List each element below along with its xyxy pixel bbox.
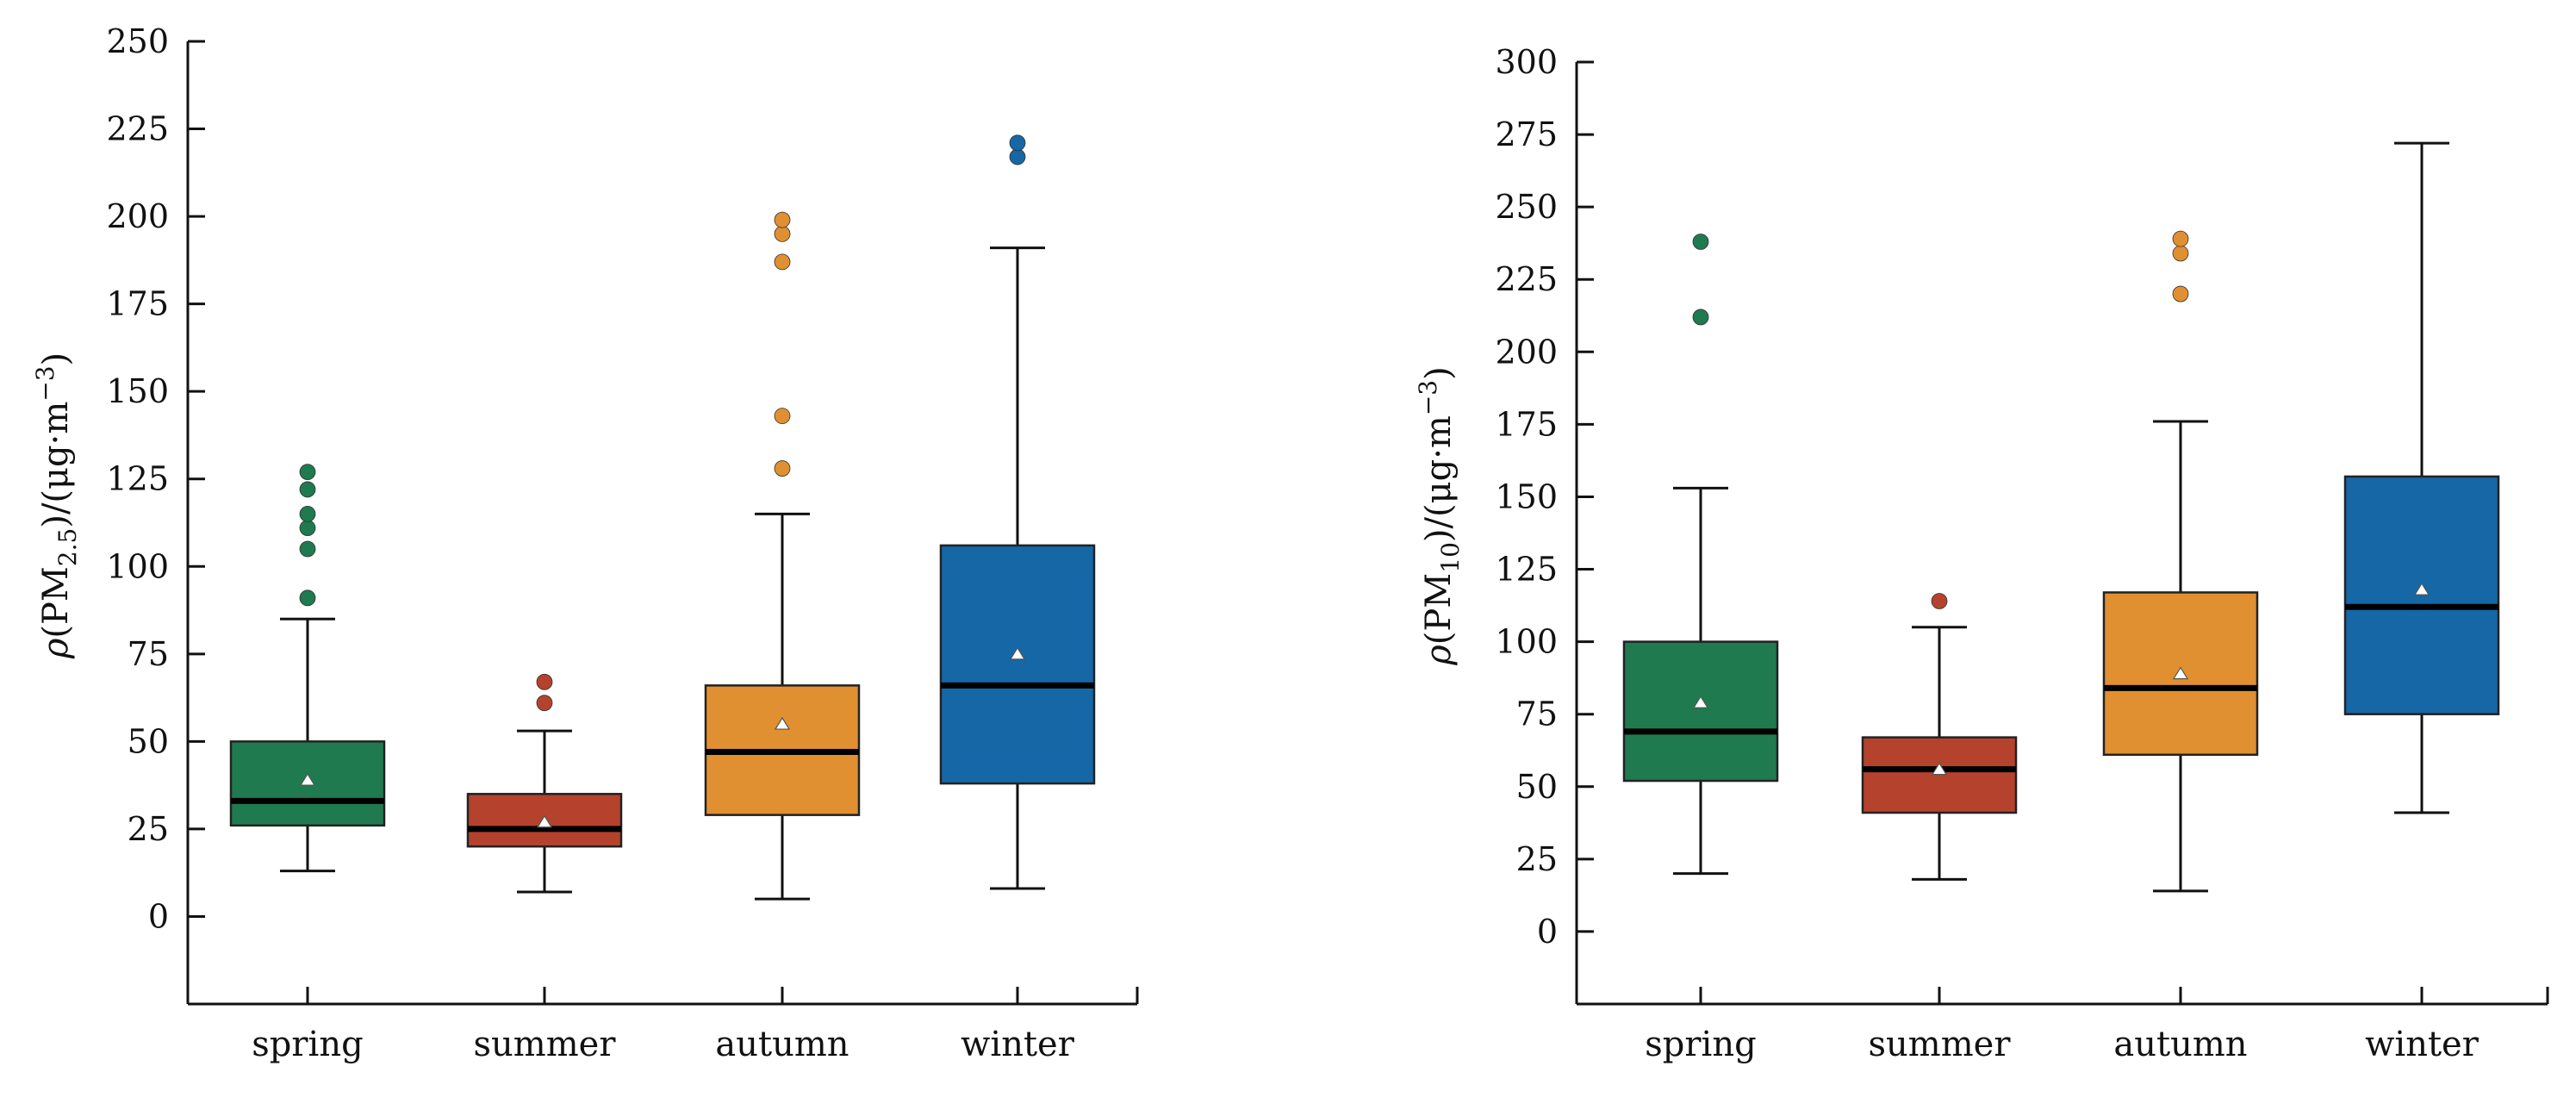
- y-axis-label-part: ): [36, 352, 76, 366]
- outlier-point-winter: [1009, 134, 1026, 152]
- y-axis-label-part: ρ: [36, 638, 76, 659]
- y-axis-label-part: ): [1419, 366, 1459, 380]
- outlier-point-winter: [1009, 148, 1026, 165]
- y-tick-label: 250: [1495, 188, 1558, 226]
- y-tick-label: 25: [128, 810, 169, 848]
- y-tick-label: 0: [1537, 913, 1558, 951]
- y-tick-label: 275: [1495, 115, 1558, 153]
- y-tick-label: 175: [1495, 405, 1558, 443]
- outlier-point-spring: [299, 505, 316, 522]
- outlier-point-autumn: [2172, 285, 2189, 302]
- mean-marker-spring: [1692, 695, 1709, 708]
- y-axis-label-part: −3: [31, 365, 59, 401]
- mean-marker-autumn: [774, 716, 791, 730]
- y-tick-label: 75: [1516, 695, 1558, 733]
- x-tick-label-summer: summer: [474, 1025, 617, 1064]
- y-axis-label-part: )/(μg·m: [1419, 415, 1459, 542]
- y-axis-label-part: )/(μg·m: [36, 402, 76, 528]
- y-tick-label: 150: [1495, 477, 1558, 515]
- y-axis-label-part: −3: [1414, 380, 1442, 415]
- y-axis-label-part: (PM: [1419, 573, 1459, 645]
- mean-marker-spring: [299, 772, 316, 786]
- x-tick-label-winter: winter: [2365, 1025, 2480, 1064]
- mean-marker-summer: [536, 814, 553, 828]
- box-winter: [2343, 475, 2500, 715]
- outlier-point-autumn: [774, 408, 791, 425]
- y-axis-label-part: 2.5: [53, 528, 82, 567]
- x-tick-label-winter: winter: [961, 1025, 1075, 1064]
- outlier-point-spring: [1692, 309, 1709, 326]
- y-tick-label: 250: [106, 22, 169, 60]
- mean-marker-summer: [1931, 762, 1948, 776]
- box-winter: [939, 544, 1096, 785]
- y-tick-label: 0: [148, 897, 169, 935]
- outlier-point-spring: [299, 589, 316, 607]
- outlier-point-autumn: [2172, 230, 2189, 247]
- y-tick-label: 125: [1495, 551, 1558, 589]
- outlier-point-spring: [299, 540, 316, 558]
- y-axis-label: ρ(PM10)/(μg·m−3): [1414, 366, 1465, 665]
- y-tick-label: 300: [1495, 43, 1558, 81]
- outlier-point-summer: [536, 673, 553, 690]
- y-tick-label: 225: [1495, 260, 1558, 298]
- y-tick-label: 200: [106, 197, 169, 235]
- outlier-point-summer: [1931, 593, 1948, 609]
- x-tick-label-summer: summer: [1869, 1025, 2012, 1064]
- x-tick-label-spring: spring: [1645, 1025, 1756, 1064]
- y-axis-label-part: (PM: [36, 566, 76, 638]
- mean-marker-autumn: [2172, 666, 2189, 680]
- y-tick-label: 100: [106, 547, 169, 585]
- mean-marker-winter: [1009, 646, 1026, 660]
- outlier-point-autumn: [2172, 245, 2189, 262]
- mean-marker-winter: [2413, 582, 2430, 596]
- y-axis-label-part: 10: [1436, 542, 1465, 573]
- y-tick-label: 225: [106, 110, 169, 148]
- outlier-point-autumn: [774, 225, 791, 242]
- box-spring: [1622, 640, 1779, 783]
- y-tick-label: 125: [106, 460, 169, 498]
- y-axis-label: ρ(PM2.5)/(μg·m−3): [31, 352, 82, 659]
- y-tick-label: 175: [106, 285, 169, 323]
- y-tick-label: 200: [1495, 333, 1558, 371]
- y-axis-label-part: ρ: [1419, 645, 1459, 666]
- y-tick-label: 100: [1495, 623, 1558, 661]
- outlier-point-spring: [299, 481, 316, 498]
- y-tick-label: 50: [128, 722, 169, 760]
- outlier-point-summer: [536, 695, 553, 712]
- pm25-boxplot-panel: 0 25 50 75 100 125 150 175 200 225 250 spring summer…: [31, 22, 1139, 1064]
- outlier-point-autumn: [774, 211, 791, 228]
- y-tick-label: 25: [1516, 840, 1558, 878]
- box-summer: [1861, 736, 2018, 814]
- pm10-boxplot-panel: 0 25 50 75 100 125 150 175 200 225 250 275 300 spring…: [1414, 43, 2549, 1064]
- x-tick-label-autumn: autumn: [2113, 1025, 2247, 1064]
- y-tick-label: 50: [1516, 768, 1558, 806]
- outlier-point-spring: [1692, 234, 1709, 250]
- x-tick-label-spring: spring: [252, 1025, 363, 1064]
- outlier-point-spring: [299, 464, 316, 481]
- x-tick-label-autumn: autumn: [715, 1025, 849, 1064]
- outlier-point-autumn: [774, 460, 791, 477]
- outlier-point-autumn: [774, 253, 791, 271]
- y-tick-label: 150: [106, 372, 169, 410]
- outlier-point-spring: [299, 520, 316, 536]
- y-tick-label: 75: [128, 635, 169, 673]
